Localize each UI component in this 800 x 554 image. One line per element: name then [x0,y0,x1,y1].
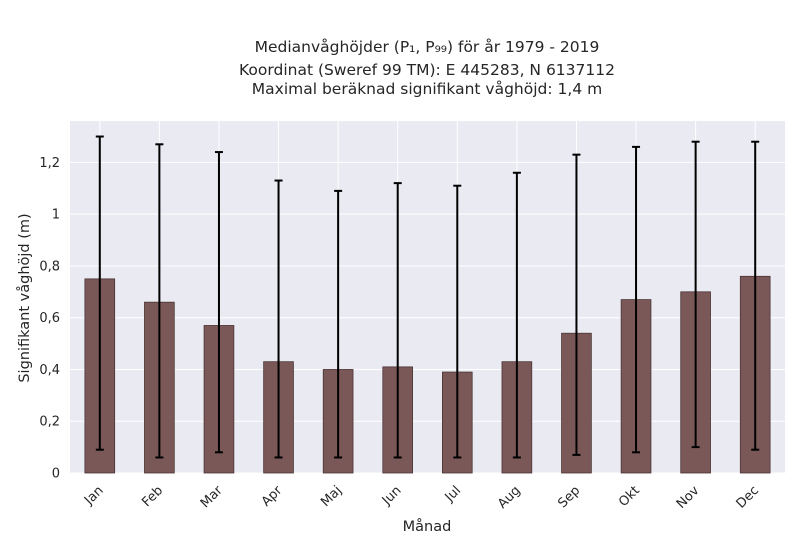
y-tick-label: 0,6 [39,311,60,326]
error-bar-nov [691,140,700,449]
error-bar-dec [751,140,760,451]
x-tick-label: Apr [259,483,286,510]
chart-title: Medianvåghöjder (P₁, P₉₉) för år 1979 - … [239,38,615,98]
x-tick-label: Okt [616,483,643,510]
error-bar-feb [155,143,164,459]
chart-title-line-1: Medianvåghöjder (P₁, P₉₉) för år 1979 - … [255,38,600,56]
y-tick-label: 1,2 [39,156,60,171]
error-bar-aug [512,171,521,459]
error-bar-jan [95,135,104,451]
y-tick-label: 0,2 [39,415,60,430]
error-bar-maj [334,189,343,459]
y-tick-label: 0 [52,467,60,482]
error-bars [95,135,760,459]
error-bar-jun [393,182,402,459]
error-bar-okt [632,145,641,454]
error-bar-jul [453,184,462,459]
error-bar-apr [274,179,283,459]
y-axis-label: Signifikant våghöjd (m) [16,213,33,382]
x-tick-label: Jan [81,483,106,508]
chart-title-line-3: Maximal beräknad signifikant våghöjd: 1,… [252,80,602,98]
x-tick-label: Nov [674,483,703,512]
x-tick-label: Jun [379,483,405,509]
y-tick-label: 0,8 [39,259,60,274]
x-tick-label: Aug [495,483,524,512]
y-tick-label: 0,4 [39,363,60,378]
error-bar-mar [214,151,223,454]
x-tick-label: Feb [139,483,166,510]
x-tick-label: Mar [198,483,226,511]
plot-area [70,121,785,473]
x-axis-label: Månad [403,518,452,535]
x-tick-label: Maj [318,483,345,510]
x-tick-label: Jul [442,483,464,505]
y-tick-label: 1 [52,208,60,223]
chart-title-line-2: Koordinat (Sweref 99 TM): E 445283, N 61… [239,61,615,79]
error-bar-sep [572,153,581,456]
y-axis-ticks: 0 0,2 0,4 0,6 0,8 1 1,2 [39,156,60,482]
x-tick-label: Dec [734,483,762,511]
x-tick-label: Sep [555,483,583,511]
x-axis-ticks: Jan Feb Mar Apr Maj Jun Jul Aug Sep Okt Nov Dec [81,483,762,512]
